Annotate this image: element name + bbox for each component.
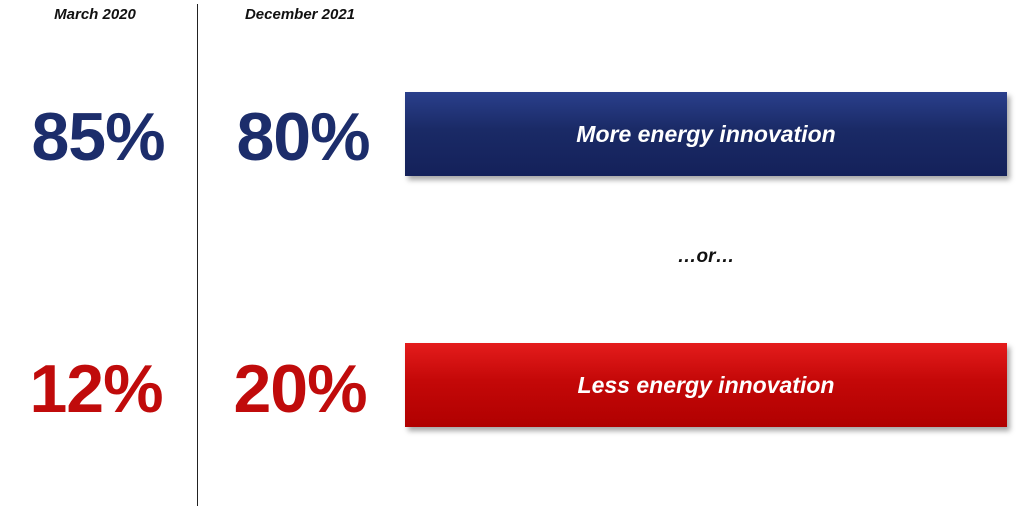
percentage: 80% [236, 99, 370, 175]
column-header: March 2020 [54, 6, 136, 23]
column-header: December 2021 [244, 6, 356, 23]
label-bar: More energy innovation [405, 92, 1007, 176]
percentage: 20% [233, 351, 367, 427]
separator: …or… [677, 246, 735, 267]
label-bar: Less energy innovation [405, 343, 1007, 427]
divider [197, 4, 198, 506]
percentage: 12% [29, 351, 163, 427]
percentage: 85% [31, 99, 165, 175]
